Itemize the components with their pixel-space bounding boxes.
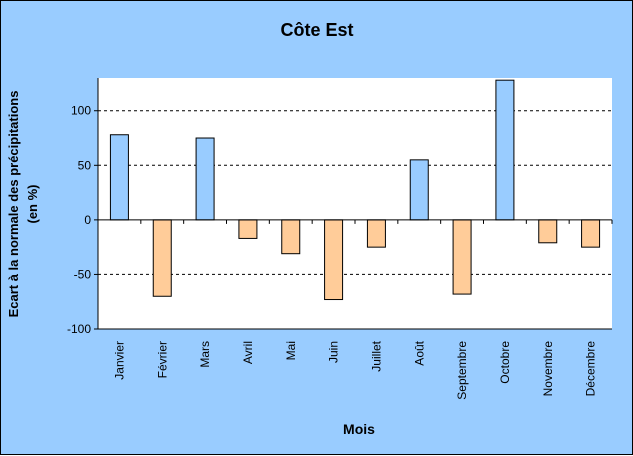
x-tick-label: Août [412, 340, 426, 365]
y-axis-label-line-2: (en %) [25, 185, 40, 224]
y-tick-label: 100 [71, 104, 91, 118]
y-tick-label: -50 [74, 267, 92, 281]
gridlines [98, 110, 612, 275]
x-tick-label: Juin [327, 341, 341, 363]
plot-area [98, 78, 612, 329]
x-tick-label: Mars [198, 341, 212, 368]
bar-septembre [452, 219, 472, 295]
x-tick-label: Décembre [584, 341, 598, 397]
x-tick-label: Septembre [455, 341, 469, 400]
bar-juillet [366, 219, 386, 248]
bar-novembre [538, 219, 558, 244]
x-tick-label: Octobre [498, 341, 512, 384]
bar-mars [195, 137, 215, 221]
x-tick-label: Février [155, 341, 169, 378]
bar-août [409, 159, 429, 221]
y-tick-label: 0 [84, 213, 91, 227]
y-tick-labels: -100 -50 0 50 100 [67, 104, 91, 336]
y-tick-label: -100 [67, 322, 91, 336]
bar-janvier [109, 134, 129, 221]
x-tick-label: Novembre [541, 341, 555, 397]
x-tick-label: Avril [241, 341, 255, 364]
bar-février [152, 219, 172, 297]
x-tick-label: Juillet [369, 340, 383, 371]
bar-juin [324, 219, 344, 301]
bar-avril [238, 219, 258, 239]
x-tick-label: Janvier [112, 341, 126, 380]
bar-décembre [581, 219, 601, 248]
bar-octobre [495, 79, 515, 221]
bar-mai [281, 219, 301, 255]
y-tick-label: 50 [78, 158, 92, 172]
axes [94, 78, 613, 330]
y-axis-label-line-1: Ecart à la normale des précipitations [6, 91, 21, 318]
bars [109, 79, 601, 301]
x-tick-labels: Janvier Février Mars Avril Mai Juin Juillet Aoû… [112, 340, 597, 399]
x-tick-label: Mai [284, 341, 298, 360]
chart-title: Côte Est [280, 20, 353, 40]
x-axis-label: Mois [343, 421, 375, 437]
